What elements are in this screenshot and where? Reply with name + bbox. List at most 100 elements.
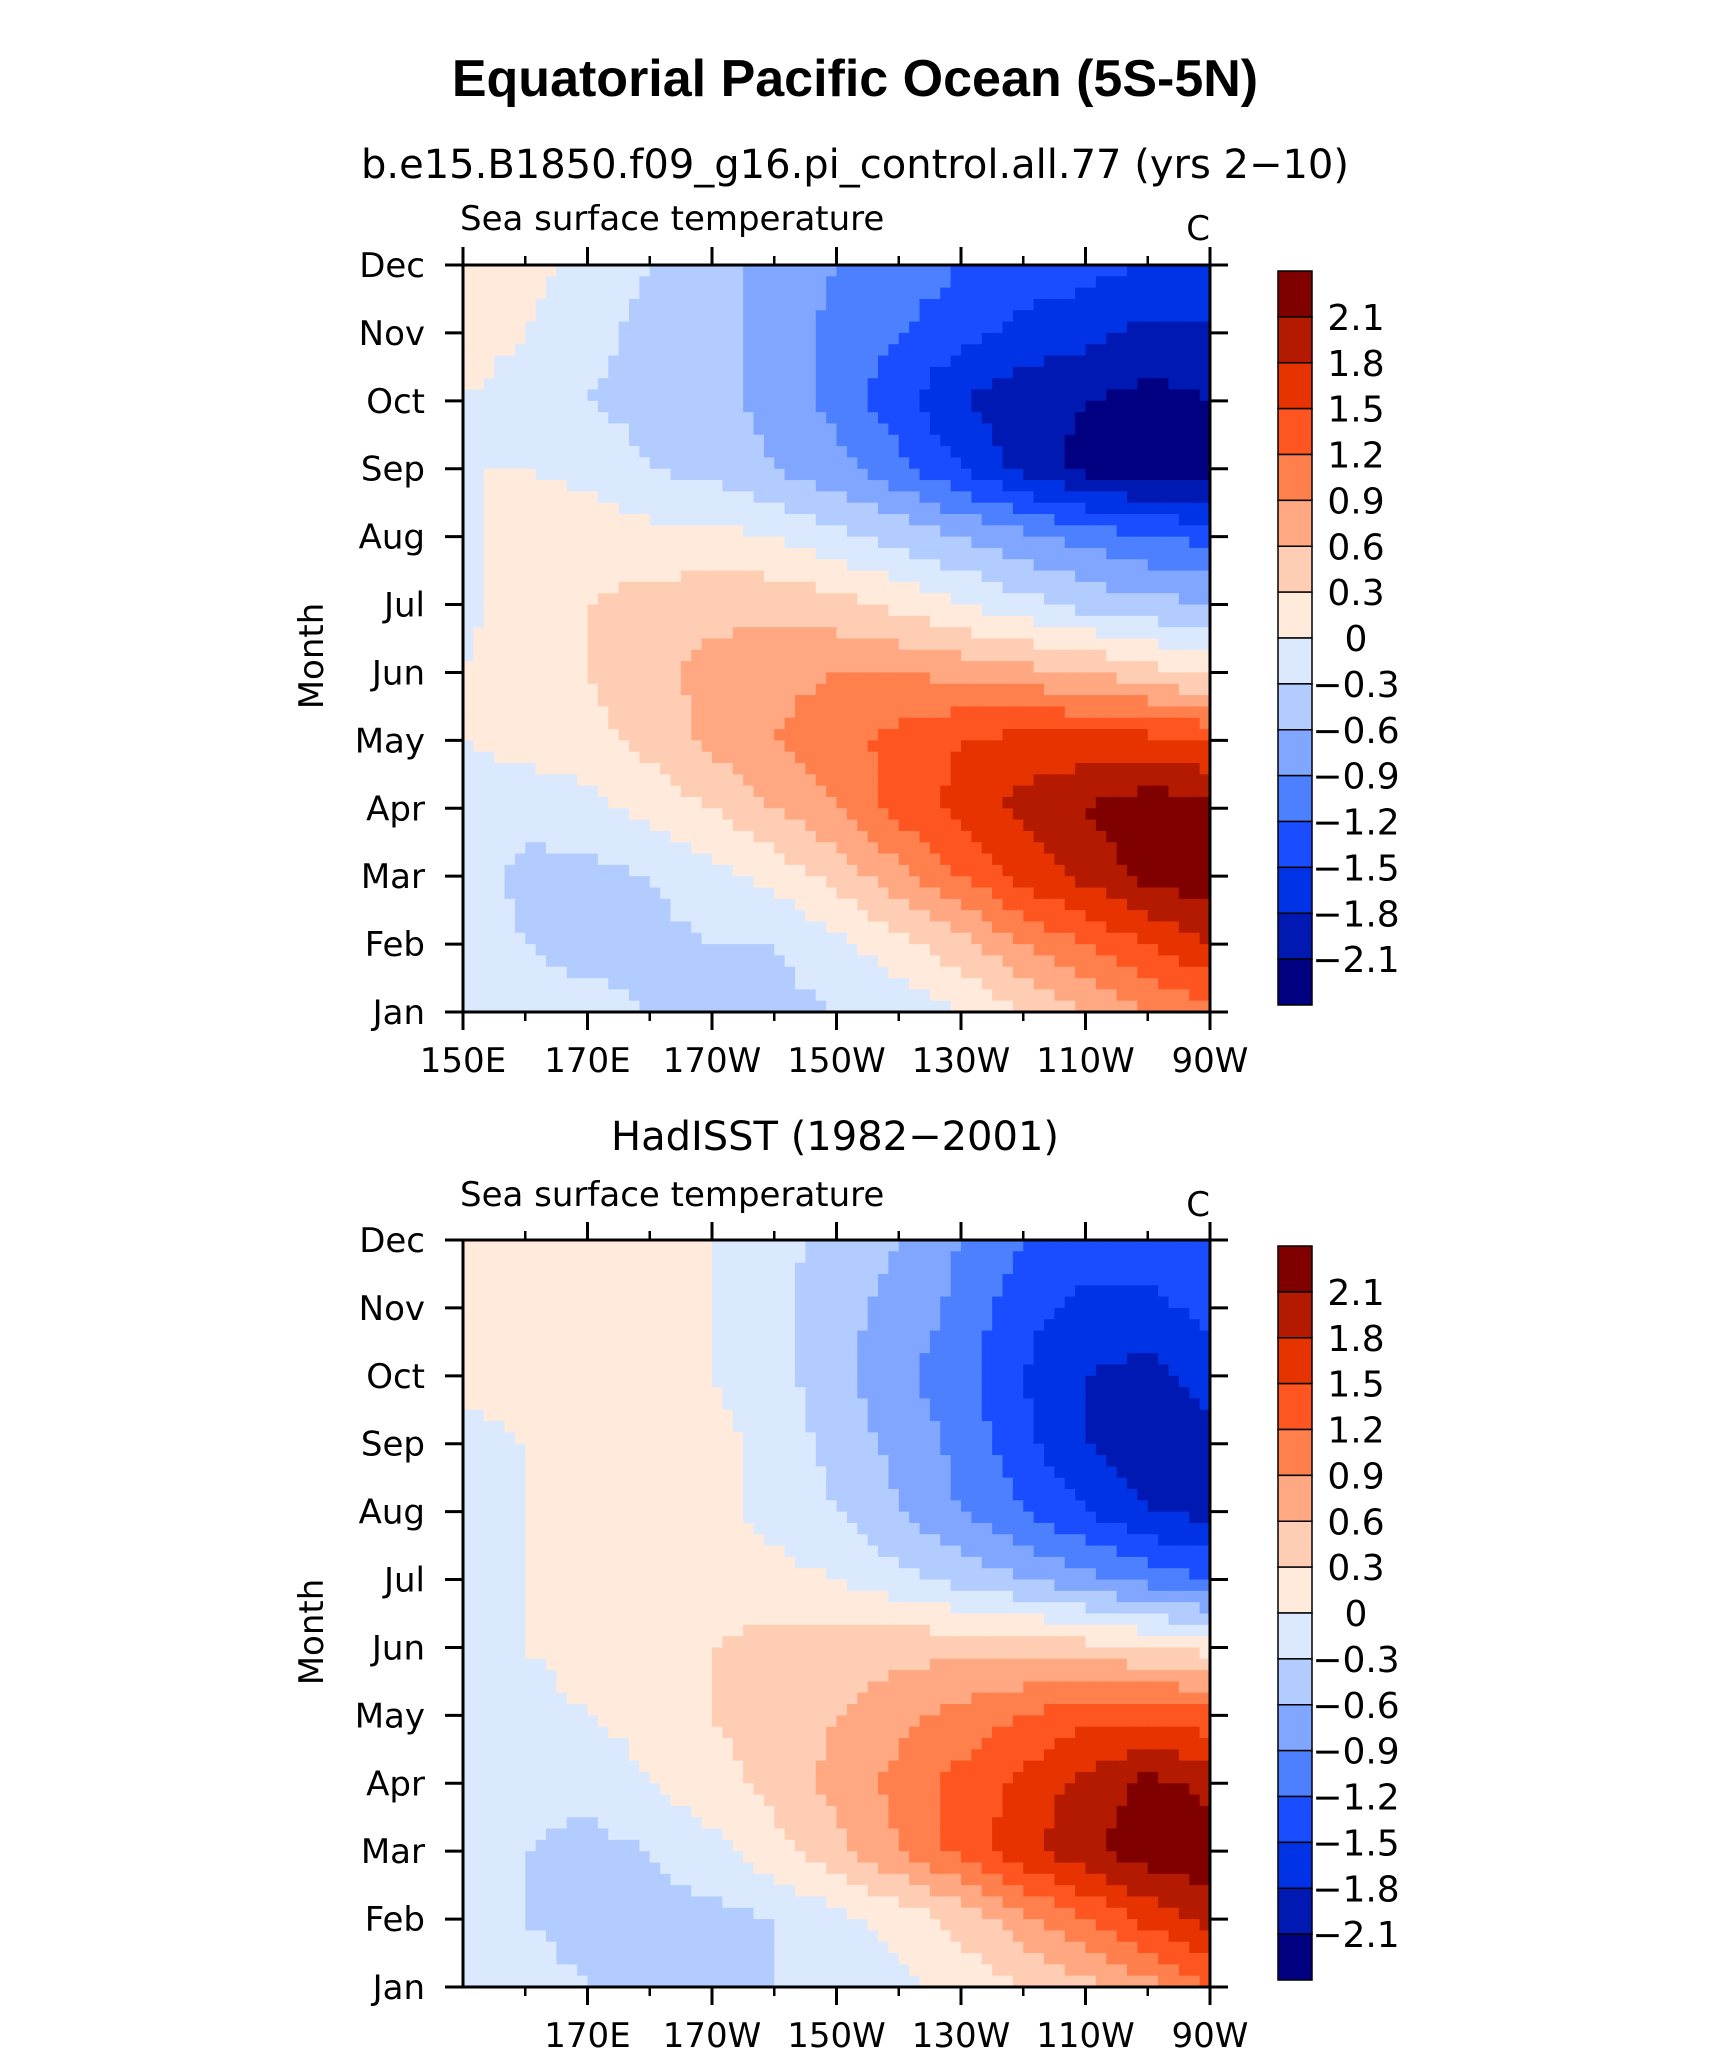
heatmap-cell: [691, 661, 703, 674]
heatmap-cell: [483, 480, 495, 492]
heatmap-cell: [566, 672, 578, 685]
heatmap-cell: [1199, 615, 1211, 628]
heatmap-cell: [898, 898, 910, 911]
colorbar-swatch: [1277, 912, 1313, 960]
heatmap-cell: [618, 627, 630, 640]
heatmap-cell: [618, 593, 630, 606]
heatmap-cell: [878, 547, 889, 560]
heatmap-cell: [929, 355, 941, 368]
heatmap-cell: [597, 853, 609, 866]
heatmap-cell: [577, 434, 589, 447]
heatmap-cell: [691, 763, 703, 775]
heatmap-cell: [836, 468, 848, 481]
heatmap-cell: [1199, 604, 1211, 617]
heatmap-cell: [1002, 661, 1014, 674]
heatmap-cell: [743, 955, 755, 968]
heatmap-cell: [867, 615, 879, 628]
heatmap-cell: [909, 876, 921, 889]
heatmap-cell: [1002, 808, 1014, 821]
heatmap-cell: [1002, 672, 1014, 685]
heatmap-cell: [1095, 491, 1107, 504]
heatmap-cell: [1064, 785, 1076, 798]
heatmap-cell: [701, 593, 713, 606]
heatmap-cell: [1137, 785, 1149, 798]
heatmap-cell: [649, 966, 661, 979]
heatmap-cell: [1054, 649, 1066, 662]
heatmap-cell: [929, 955, 941, 968]
heatmap-cell: [1033, 547, 1045, 560]
heatmap-cell: [774, 763, 786, 775]
heatmap-cell: [1064, 344, 1076, 357]
heatmap-cell: [597, 536, 609, 549]
heatmap-cell: [753, 763, 765, 775]
heatmap-cell: [1023, 593, 1035, 606]
heatmap-cell: [950, 570, 962, 583]
heatmap-cell: [929, 729, 941, 741]
heatmap-cell: [795, 389, 806, 402]
heatmap-cell: [826, 536, 838, 549]
heatmap-cell: [1033, 751, 1045, 764]
heatmap-cell: [1147, 457, 1159, 470]
heatmap-cell: [1095, 864, 1107, 877]
heatmap-cell: [971, 547, 983, 560]
heatmap-cell: [763, 536, 775, 549]
heatmap-cell: [546, 593, 557, 606]
heatmap-cell: [1085, 649, 1097, 662]
heatmap-cell: [587, 321, 599, 334]
heatmap-cell: [950, 842, 962, 855]
heatmap-cell: [712, 536, 723, 549]
heatmap-cell: [795, 763, 806, 775]
heatmap-cell: [463, 706, 474, 719]
heatmap-cell: [1137, 808, 1149, 821]
heatmap-cell: [556, 796, 568, 809]
heatmap-cell: [670, 910, 682, 923]
heatmap-cell: [815, 774, 827, 787]
heatmap-cell: [1158, 966, 1170, 979]
heatmap-cell: [1033, 344, 1045, 357]
heatmap-cell: [888, 570, 900, 583]
heatmap-cell: [1116, 491, 1128, 504]
heatmap-cell: [1178, 468, 1190, 481]
heatmap-cell: [763, 932, 775, 945]
heatmap-cell: [992, 932, 1004, 945]
heatmap-cell: [1095, 355, 1107, 368]
heatmap-cell: [878, 502, 889, 515]
heatmap-cell: [1023, 740, 1035, 753]
heatmap-cell: [629, 876, 640, 889]
heatmap-cell: [1095, 683, 1107, 696]
heatmap-cell: [701, 434, 713, 447]
heatmap-cell: [1158, 276, 1170, 289]
heatmap-cell: [463, 389, 474, 402]
heatmap-cell: [546, 581, 557, 594]
heatmap-cell: [483, 864, 495, 877]
heatmap-cell: [712, 808, 723, 821]
heatmap-cell: [753, 932, 765, 945]
colorbar-swatch: [1277, 407, 1313, 456]
y-tick-label: Oct: [366, 382, 425, 422]
heatmap-cell: [898, 593, 910, 606]
heatmap-cell: [1085, 265, 1097, 277]
heatmap-cell: [857, 763, 869, 775]
heatmap-cell: [857, 593, 869, 606]
heatmap-cell: [514, 627, 526, 640]
heatmap-cell: [981, 480, 993, 492]
heatmap-cell: [1178, 887, 1190, 900]
heatmap-cell: [608, 819, 620, 832]
heatmap-cell: [961, 1240, 972, 1252]
heatmap-cell: [525, 729, 537, 741]
heatmap-cell: [1064, 525, 1076, 538]
heatmap-cell: [1002, 683, 1014, 696]
heatmap-cell: [1012, 706, 1024, 719]
heatmap-cell: [815, 298, 827, 311]
heatmap-cell: [473, 332, 485, 345]
heatmap-cell: [1064, 604, 1076, 617]
heatmap-cell: [1199, 502, 1211, 515]
heatmap-cell: [691, 389, 703, 402]
heatmap-cell: [1033, 423, 1045, 436]
heatmap-cell: [1178, 898, 1190, 911]
heatmap-cell: [867, 661, 879, 674]
heatmap-cell: [805, 298, 817, 311]
heatmap-cell: [836, 604, 848, 617]
heatmap-cell: [701, 717, 713, 730]
heatmap-cell: [929, 287, 941, 300]
